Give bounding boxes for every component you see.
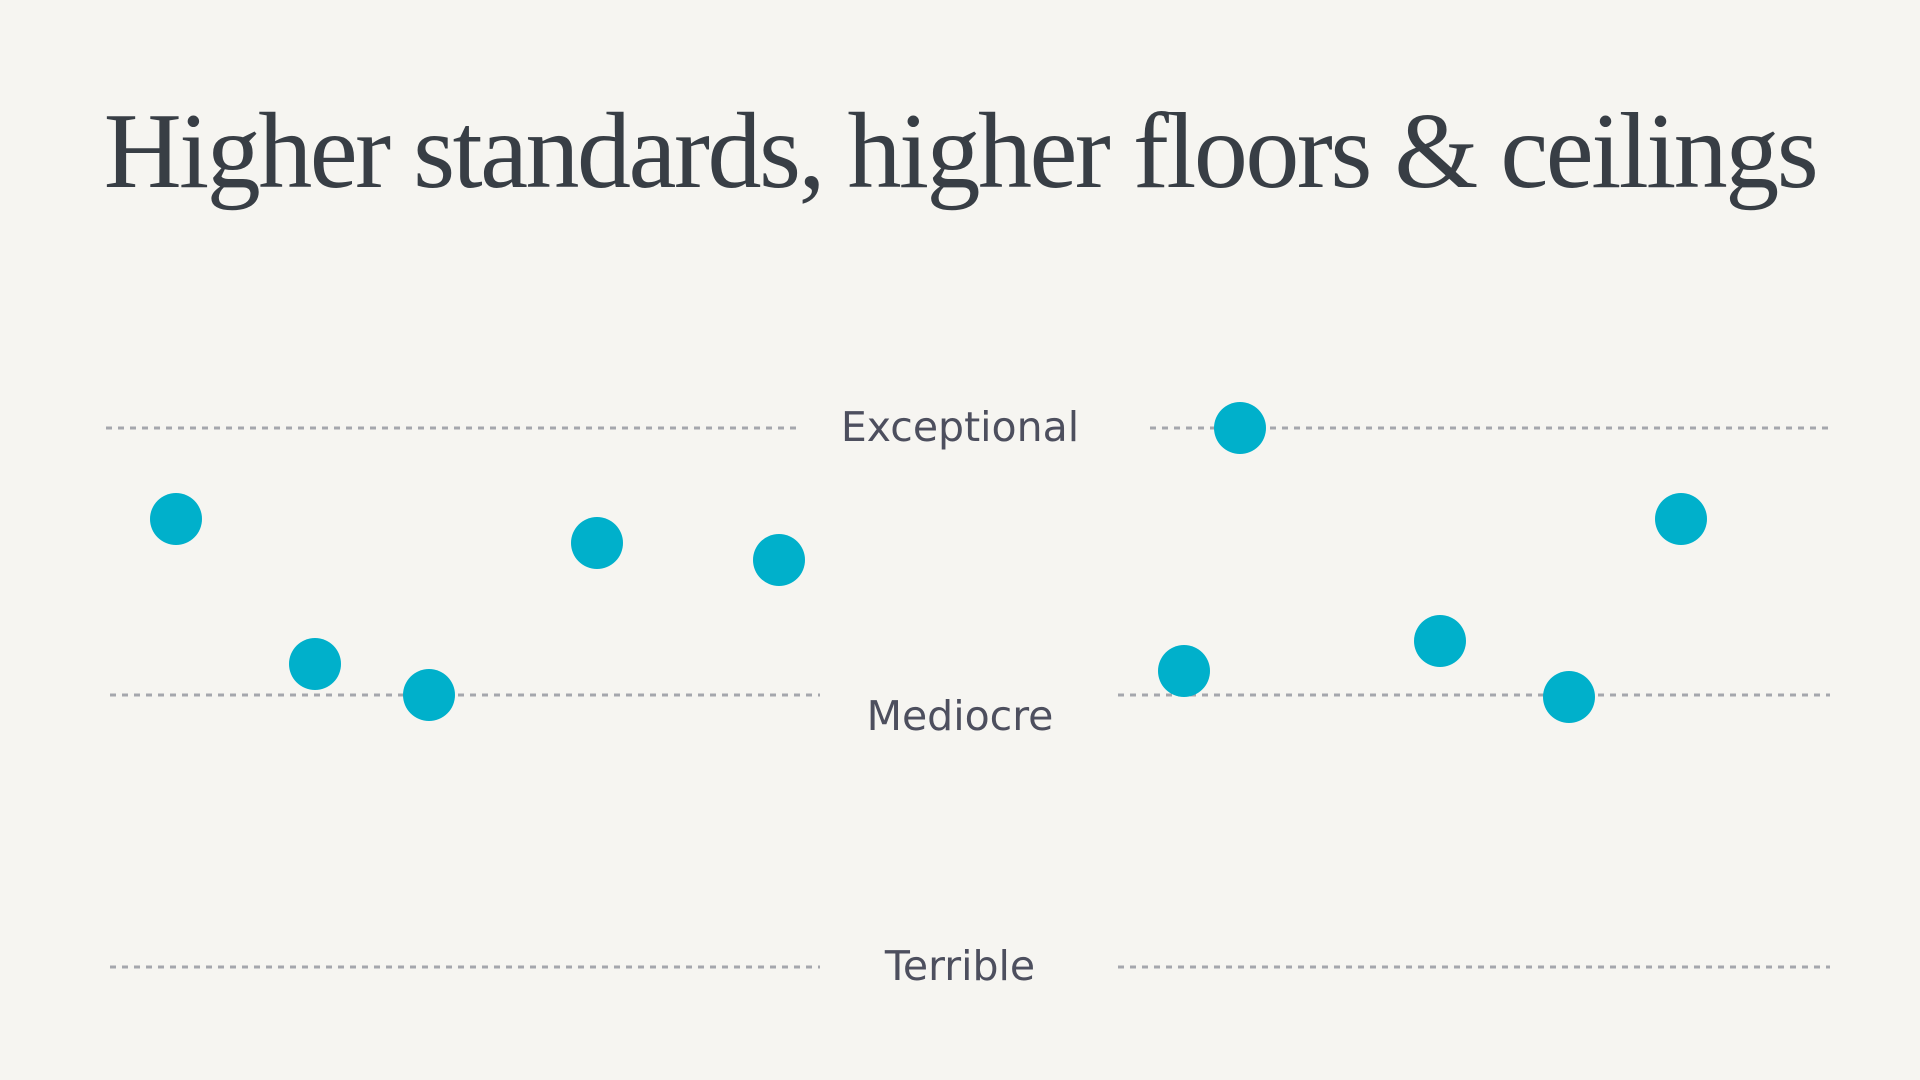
- dot: [289, 638, 341, 690]
- mediocre-label: Mediocre: [867, 692, 1054, 740]
- exceptional-label: Exceptional: [841, 403, 1079, 451]
- slide-title: Higher standards, higher floors & ceilin…: [103, 92, 1819, 211]
- terrible-label: Terrible: [884, 942, 1035, 990]
- dot: [1414, 615, 1466, 667]
- dot: [753, 534, 805, 586]
- dot: [1158, 645, 1210, 697]
- dot: [571, 517, 623, 569]
- dot: [1214, 402, 1266, 454]
- dot: [403, 669, 455, 721]
- dot: [150, 493, 202, 545]
- dot: [1543, 671, 1595, 723]
- dot: [1655, 493, 1707, 545]
